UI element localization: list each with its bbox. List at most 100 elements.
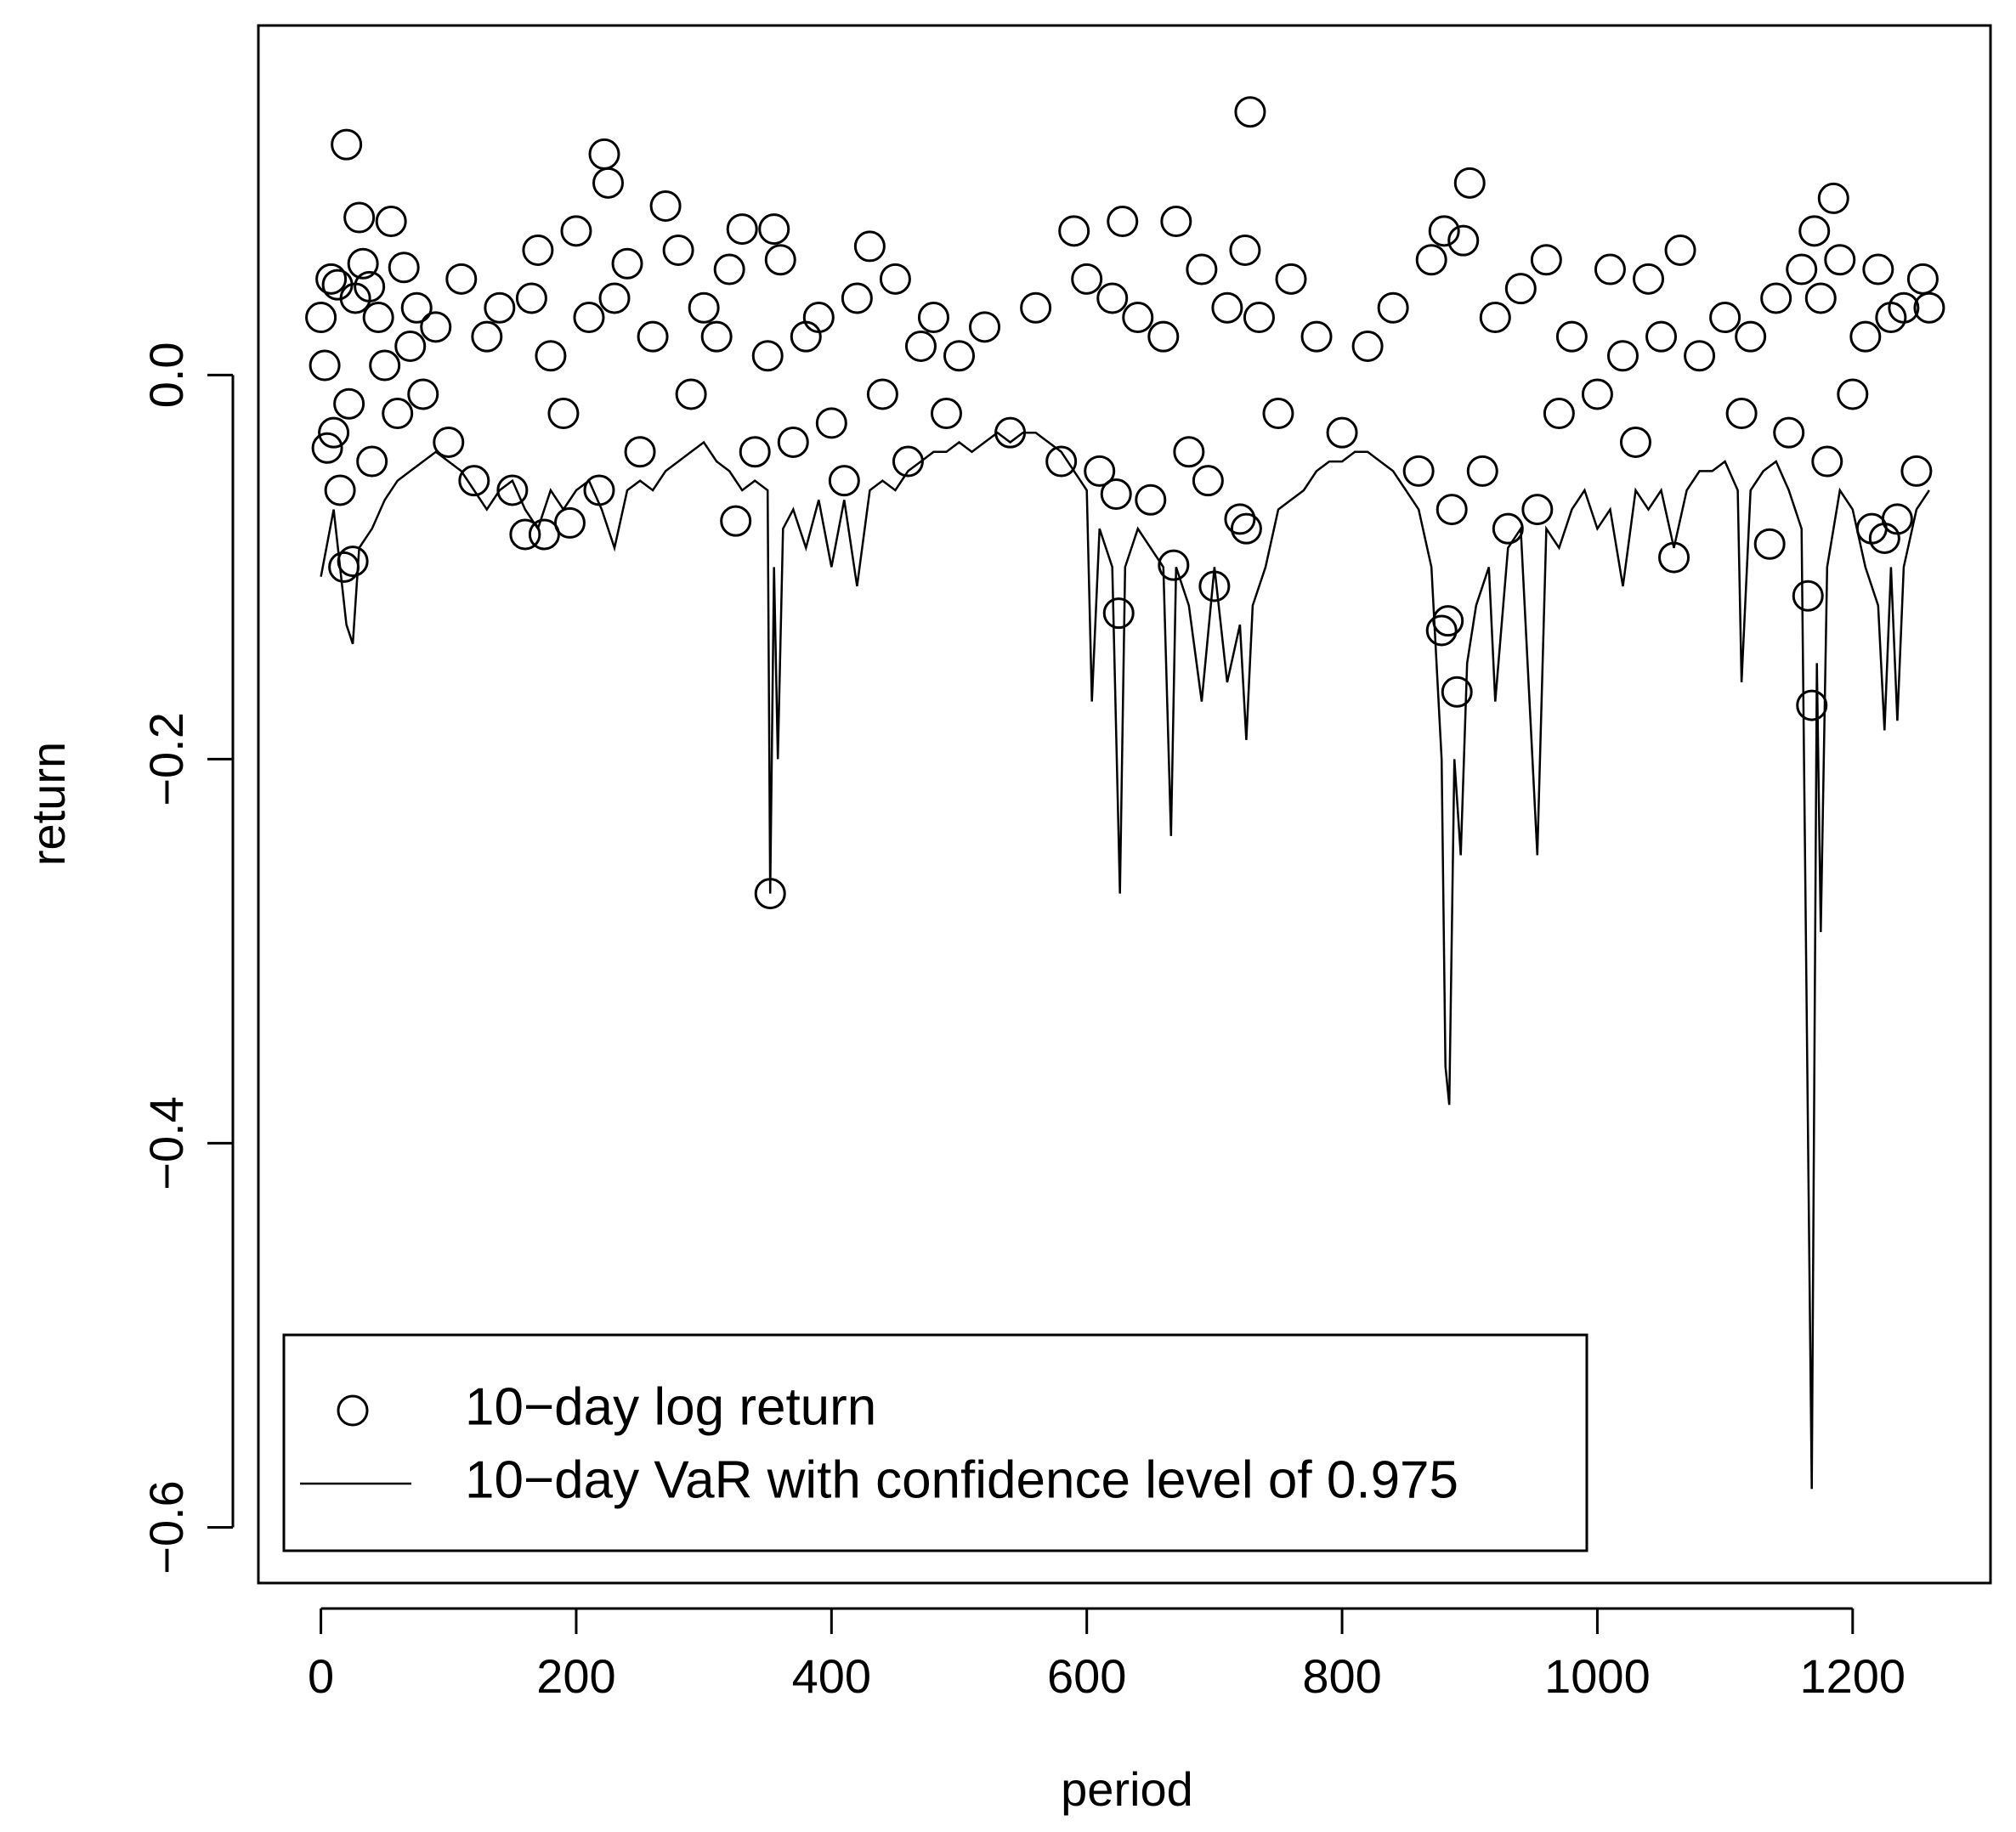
- point: [382, 398, 414, 430]
- point: [328, 551, 360, 583]
- point: [318, 416, 350, 449]
- point: [624, 436, 656, 468]
- point: [1645, 320, 1678, 353]
- legend-label: 10−day log return: [465, 1377, 876, 1436]
- point: [764, 244, 796, 276]
- point: [1326, 416, 1358, 449]
- point: [662, 234, 694, 266]
- point: [1084, 455, 1116, 487]
- point: [592, 167, 625, 199]
- legend-symbol: [337, 1394, 369, 1427]
- point: [588, 138, 620, 170]
- point: [649, 189, 682, 222]
- point: [1447, 224, 1480, 257]
- point: [315, 263, 348, 295]
- point: [1102, 597, 1135, 630]
- point: [509, 518, 541, 551]
- x-tick-label: 1000: [1544, 1649, 1651, 1703]
- point: [1530, 244, 1562, 276]
- point: [866, 378, 898, 410]
- point: [1243, 302, 1275, 334]
- point: [547, 398, 580, 430]
- point: [726, 213, 758, 246]
- point: [1906, 263, 1939, 295]
- point: [420, 311, 452, 343]
- point: [815, 407, 847, 439]
- point: [1664, 234, 1696, 266]
- y-axis-label: return: [21, 742, 75, 866]
- point: [1135, 483, 1167, 516]
- point: [879, 263, 911, 295]
- point: [1020, 291, 1052, 324]
- point: [1786, 253, 1818, 286]
- point: [560, 215, 592, 247]
- point: [688, 291, 720, 324]
- point: [1158, 549, 1190, 581]
- point: [1351, 330, 1384, 362]
- y-tick-label: −0.2: [139, 712, 193, 806]
- point: [1275, 263, 1307, 295]
- point: [1173, 436, 1205, 468]
- point: [1229, 234, 1261, 266]
- point: [943, 340, 976, 372]
- point: [1837, 378, 1869, 410]
- point: [445, 263, 478, 295]
- point: [802, 302, 835, 334]
- x-axis-label: period: [1061, 1762, 1193, 1816]
- point: [535, 340, 567, 372]
- point: [1849, 320, 1882, 353]
- point: [305, 302, 337, 334]
- point: [573, 302, 605, 334]
- point: [1230, 512, 1262, 545]
- point: [1817, 182, 1849, 214]
- point: [1725, 398, 1758, 430]
- point: [1581, 378, 1613, 410]
- point: [1186, 253, 1218, 286]
- point: [496, 474, 529, 506]
- point: [522, 234, 554, 266]
- point: [1543, 398, 1575, 430]
- point: [1862, 253, 1894, 286]
- point: [1415, 244, 1447, 276]
- point: [311, 432, 343, 464]
- legend-box: [282, 1333, 1588, 1552]
- point: [343, 201, 376, 234]
- point: [1071, 263, 1103, 295]
- point: [777, 426, 809, 458]
- point: [309, 349, 341, 382]
- point: [1811, 445, 1843, 478]
- point: [1760, 282, 1792, 314]
- point: [337, 546, 369, 578]
- point: [739, 436, 771, 468]
- point: [388, 252, 420, 284]
- point: [853, 230, 886, 263]
- point: [333, 387, 365, 420]
- x-tick-label: 400: [792, 1649, 871, 1703]
- point: [1160, 206, 1192, 238]
- point: [553, 506, 586, 539]
- point: [1773, 416, 1805, 449]
- point: [1122, 302, 1154, 334]
- point: [362, 302, 394, 334]
- point: [1792, 580, 1824, 612]
- y-tick-label: −0.4: [139, 1096, 193, 1190]
- point: [1192, 465, 1224, 497]
- point: [1913, 291, 1945, 324]
- point: [1798, 215, 1831, 247]
- point: [331, 128, 363, 161]
- point: [484, 291, 516, 324]
- plot-frame: [257, 24, 1992, 1585]
- point: [375, 206, 407, 238]
- point: [1211, 291, 1243, 324]
- point: [758, 213, 790, 246]
- x-tick-label: 800: [1302, 1649, 1381, 1703]
- point: [611, 247, 643, 280]
- point: [1432, 605, 1464, 637]
- point: [917, 302, 949, 334]
- y-tick-label: 0.0: [139, 342, 193, 408]
- point: [1804, 282, 1837, 314]
- point: [515, 282, 547, 314]
- point: [1300, 320, 1333, 353]
- point: [598, 282, 631, 314]
